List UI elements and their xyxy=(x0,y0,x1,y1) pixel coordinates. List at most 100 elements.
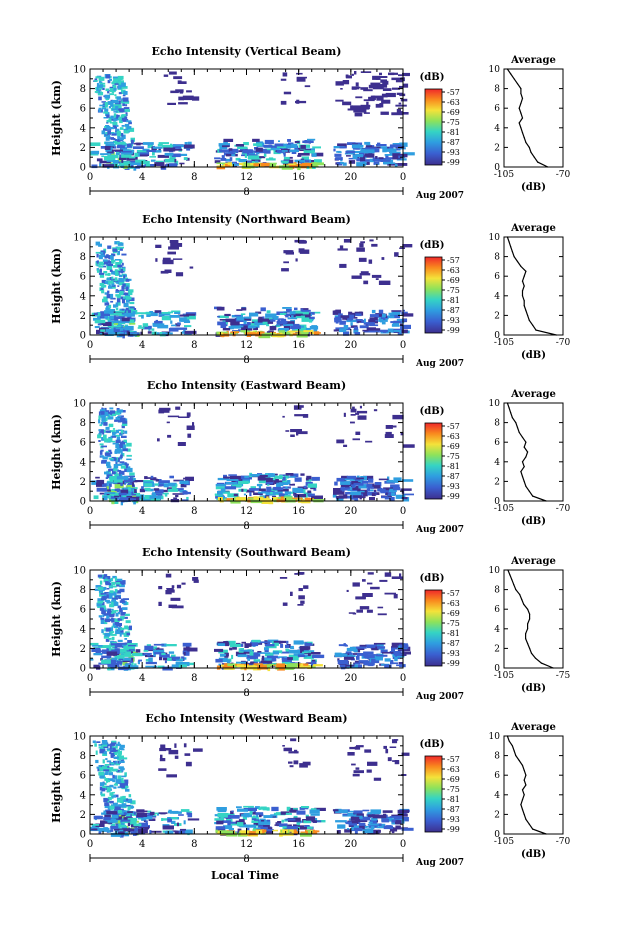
colorbar-tick-label: -93 xyxy=(447,316,460,325)
profile-point xyxy=(532,828,534,830)
profile-point xyxy=(521,436,524,438)
colorbar xyxy=(424,88,443,166)
x-tick-label: 12 xyxy=(240,340,253,351)
panel-title: Echo Intensity (Vertical Beam) xyxy=(151,45,341,58)
colorbar-tick-label: -87 xyxy=(447,805,460,814)
y-tick-label: 6 xyxy=(80,605,86,616)
x-tick-label: 16 xyxy=(292,506,305,517)
colorbar-tick-label: -81 xyxy=(447,462,460,471)
profile-frame xyxy=(503,569,564,669)
profile-point xyxy=(521,789,524,791)
profile-point xyxy=(529,647,531,650)
panel-4: Echo Intensity (Southward Beam) 0 2 4 6 8 10 He… xyxy=(50,546,571,702)
colorbar-tick-label: -63 xyxy=(447,98,460,107)
profile-point xyxy=(521,598,523,601)
profile-x-label: (dB) xyxy=(521,350,546,361)
x-tick-label: 0 xyxy=(400,340,406,351)
x-tick-label: 12 xyxy=(240,839,253,850)
x-tick-label: 4 xyxy=(139,506,145,517)
profile-point xyxy=(521,290,524,292)
colorbar xyxy=(424,256,443,334)
profile-point xyxy=(523,480,525,482)
profile-point xyxy=(523,305,525,307)
profile-point xyxy=(521,295,524,297)
colorbar-tick-label: -87 xyxy=(447,639,460,648)
profile-point xyxy=(520,471,522,473)
profile-point xyxy=(523,813,525,816)
profile-point xyxy=(527,608,529,610)
profile-point xyxy=(523,769,525,771)
profile-x-tick-label: -105 xyxy=(494,170,514,180)
date-label: Aug 2007 xyxy=(415,525,464,535)
profile-point xyxy=(515,589,517,591)
x-tick-label: 8 xyxy=(191,839,197,850)
y-tick-label: 10 xyxy=(73,233,86,244)
profile-title: Average xyxy=(510,55,556,66)
profile-point xyxy=(545,500,547,502)
y-tick-label: 2 xyxy=(80,810,86,821)
profile-x-label: (dB) xyxy=(521,683,546,694)
date-label: Aug 2007 xyxy=(415,858,464,868)
colorbar-tick-label: -81 xyxy=(447,296,460,305)
profile-point xyxy=(534,657,537,659)
profile-x-tick-label: -70 xyxy=(556,338,571,348)
x-tick-label: 0 xyxy=(87,673,93,684)
profile-point xyxy=(537,161,539,163)
x-tick-label: 0 xyxy=(87,340,93,351)
echo-field xyxy=(90,572,411,672)
profile-point xyxy=(525,774,527,776)
colorbar-tick-label: -69 xyxy=(447,108,460,117)
profile-point xyxy=(518,759,520,762)
profile-y-tick-label: 10 xyxy=(489,399,501,409)
x-tick-label: 0 xyxy=(400,673,406,684)
profile-point xyxy=(508,407,510,409)
profile-point xyxy=(520,127,522,129)
profile-x-label: (dB) xyxy=(521,516,546,527)
profile-y-tick-label: 0 xyxy=(494,830,500,840)
profile-point xyxy=(520,265,522,267)
profile-point xyxy=(523,794,525,796)
profile-point xyxy=(523,137,525,139)
y-tick-label: 0 xyxy=(80,830,86,841)
profile-point xyxy=(515,422,517,424)
profile-x-tick-label: -70 xyxy=(556,504,571,514)
x-tick-label: 4 xyxy=(139,172,145,183)
profile-y-tick-label: 10 xyxy=(489,233,501,243)
profile-point xyxy=(521,461,524,463)
colorbar-tick-label: -69 xyxy=(447,775,460,784)
profile-y-tick-label: 0 xyxy=(494,163,500,173)
profile-point xyxy=(510,246,512,248)
profile-y-tick-label: 8 xyxy=(494,85,500,95)
colorbar-tick-label: -99 xyxy=(447,659,460,668)
y-tick-label: 4 xyxy=(80,291,86,302)
x-tick-label: 8 xyxy=(191,340,197,351)
colorbar-tick-label: -87 xyxy=(447,306,460,315)
profile-point xyxy=(511,417,513,419)
profile-y-tick-label: 6 xyxy=(494,771,500,781)
profile-y-tick-label: 4 xyxy=(494,124,500,134)
colorbar-tick-label: -93 xyxy=(447,148,460,157)
profile-y-tick-label: 2 xyxy=(494,477,500,487)
profile-point xyxy=(518,122,520,124)
y-tick-label: 6 xyxy=(80,272,86,283)
profile-point xyxy=(513,750,515,752)
profile-y-tick-label: 8 xyxy=(494,419,500,429)
profile-point xyxy=(516,426,519,429)
profile-point xyxy=(552,667,554,669)
profile-point xyxy=(520,88,522,90)
panel-title: Echo Intensity (Northward Beam) xyxy=(142,213,351,226)
profile-y-tick-label: 6 xyxy=(494,272,500,282)
colorbar-tick-label: -75 xyxy=(447,118,460,127)
profile-x-tick-label: -75 xyxy=(556,671,571,681)
date-label: Aug 2007 xyxy=(415,359,464,369)
date-tick-label: 8 xyxy=(243,187,249,198)
colorbar-tick-label: -63 xyxy=(447,765,460,774)
profile-y-tick-label: 10 xyxy=(489,732,501,742)
profile-title: Average xyxy=(510,223,556,234)
profile-y-tick-label: 4 xyxy=(494,292,500,302)
profile-line xyxy=(506,236,557,336)
panel-title: Echo Intensity (Southward Beam) xyxy=(142,546,351,559)
profile-point xyxy=(525,784,527,786)
y-tick-label: 10 xyxy=(73,566,86,577)
